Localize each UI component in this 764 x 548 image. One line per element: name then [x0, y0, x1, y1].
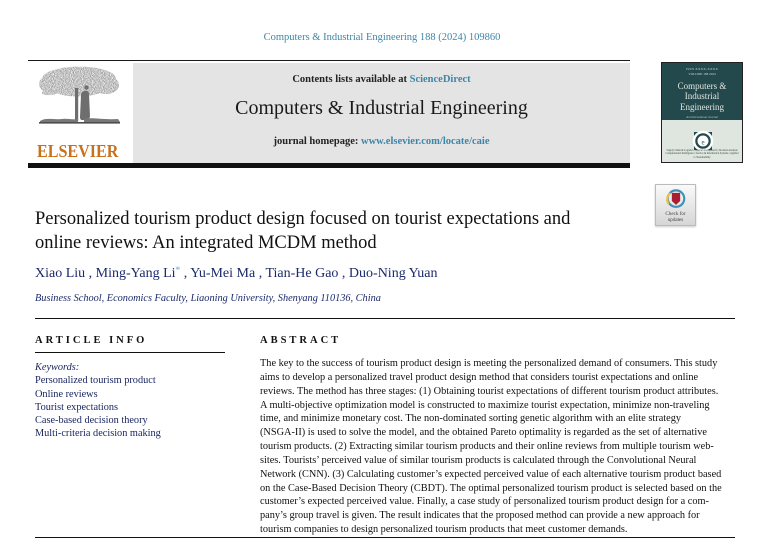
svg-text:e: e	[701, 139, 704, 147]
